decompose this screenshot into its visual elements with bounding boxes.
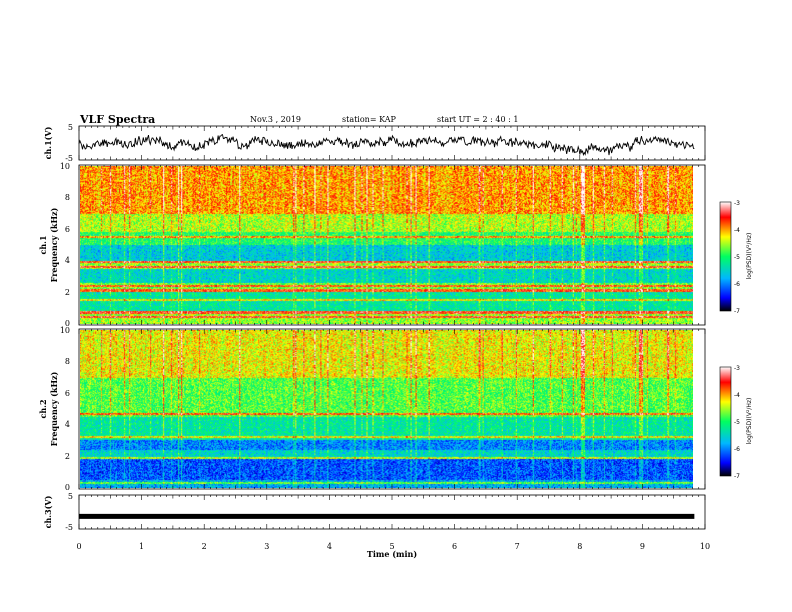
spec2-cb-tick-m3: -3 — [734, 365, 740, 372]
spec1-cb-tick-m6: -6 — [734, 281, 740, 288]
xtick-7: 7 — [515, 542, 520, 551]
spec1-ytick-10: 10 — [60, 162, 70, 171]
spec2-ytick-8: 8 — [65, 357, 70, 366]
spec2-cb-tick-m7: -7 — [734, 473, 740, 480]
spec2-ytick-2: 2 — [65, 452, 70, 461]
xtick-0: 0 — [76, 542, 81, 551]
spec2-ytick-0: 0 — [65, 483, 70, 492]
spec2-ytick-10: 10 — [60, 326, 70, 335]
ch1-spectrogram-image — [80, 166, 693, 324]
station-label: station= KAP — [342, 115, 396, 124]
spec2-cb-tick-m6: -6 — [734, 446, 740, 453]
xtick-5: 5 — [389, 542, 394, 551]
spec1-cb-label: log(PSD)(V²/Hz) — [746, 233, 753, 280]
spec1-ytick-8: 8 — [65, 193, 70, 202]
figure-title: VLF Spectra — [80, 113, 156, 126]
date-label: Nov.3 , 2019 — [250, 115, 302, 124]
xaxis-label: Time (min) — [367, 549, 417, 559]
ch2-spectrogram-image — [80, 330, 693, 488]
spec1-ytick-6: 6 — [65, 225, 70, 234]
spec1-ytick-2: 2 — [65, 288, 70, 297]
spec1-ytick-4: 4 — [65, 256, 70, 265]
spec1-ylabel: Frequency (kHz) — [49, 207, 59, 282]
ch1-waveform-frame — [78, 125, 706, 161]
xtick-8: 8 — [577, 542, 582, 551]
xtick-10: 10 — [700, 542, 710, 551]
ch3-waveform-frame — [78, 494, 706, 530]
spec2-ytick-4: 4 — [65, 420, 70, 429]
spec1-cb-tick-m4: -4 — [734, 227, 740, 234]
xtick-3: 3 — [264, 542, 269, 551]
ch1-waveform-ylabel: ch.1(V) — [43, 126, 53, 159]
spec1-colorbar — [719, 201, 732, 312]
ch1-ytick-top: 5 — [68, 123, 73, 132]
ch3-ytick-top: 5 — [68, 492, 73, 501]
xtick-4: 4 — [327, 542, 332, 551]
spec1-cb-tick-m7: -7 — [734, 308, 740, 315]
ch3-ytick-bottom: -5 — [65, 523, 73, 532]
xtick-9: 9 — [640, 542, 645, 551]
spec2-channel-label: ch.2 — [38, 399, 48, 418]
spec2-colorbar — [719, 366, 732, 477]
ch1-ytick-bottom: -5 — [65, 154, 73, 163]
spec2-cb-tick-m4: -4 — [734, 392, 740, 399]
spec1-cb-tick-m5: -5 — [734, 254, 740, 261]
xtick-6: 6 — [452, 542, 457, 551]
spec1-channel-label: ch.1 — [38, 235, 48, 254]
spec2-cb-label: log(PSD)(V²/Hz) — [746, 398, 753, 445]
spec1-cb-tick-m3: -3 — [734, 200, 740, 207]
spec2-ytick-6: 6 — [65, 389, 70, 398]
spec2-ylabel: Frequency (kHz) — [49, 371, 59, 446]
ch3-waveform-ylabel: ch.3(V) — [43, 495, 53, 528]
spec1-ytick-0: 0 — [65, 319, 70, 328]
ch1-waveform-trace — [78, 133, 695, 157]
xtick-1: 1 — [139, 542, 144, 551]
xtick-2: 2 — [202, 542, 207, 551]
spec2-cb-tick-m5: -5 — [734, 419, 740, 426]
tick-marks — [78, 126, 706, 529]
start-time-label: start UT = 2 : 40 : 1 — [437, 115, 519, 124]
